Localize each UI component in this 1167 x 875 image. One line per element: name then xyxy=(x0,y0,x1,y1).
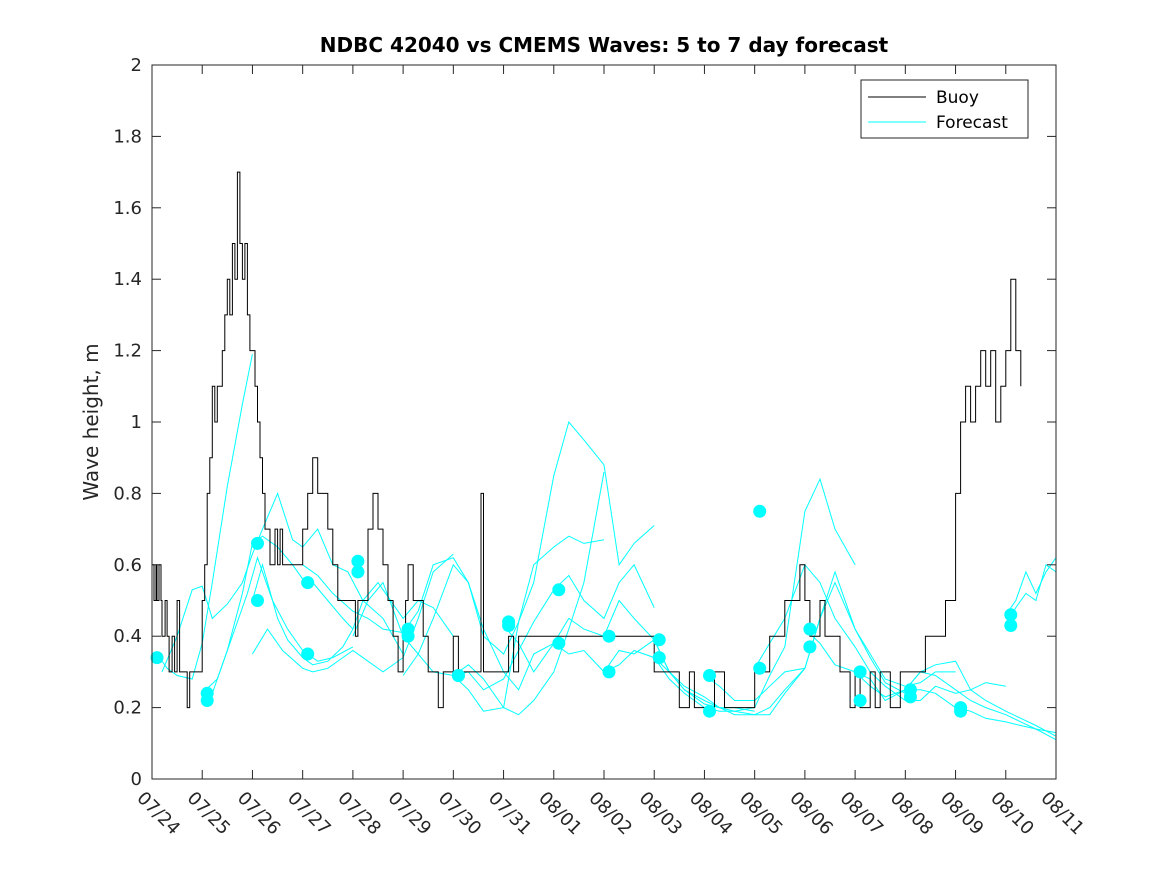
y-tick-label: 1.4 xyxy=(113,269,142,290)
forecast-marker xyxy=(150,651,164,665)
forecast-marker xyxy=(552,583,566,597)
forecast-marker xyxy=(200,694,214,707)
forecast-line xyxy=(251,553,454,673)
forecast-marker xyxy=(753,504,767,518)
forecast-marker xyxy=(451,669,465,682)
forecast-line xyxy=(503,599,755,712)
forecast-line xyxy=(804,628,1057,737)
forecast-line xyxy=(905,689,1057,734)
legend-box xyxy=(860,79,1029,139)
forecast-line xyxy=(854,671,1057,741)
forecast-line xyxy=(754,563,1006,701)
forecast-marker xyxy=(652,651,666,665)
forecast-marker xyxy=(703,704,716,718)
forecast-marker xyxy=(1004,619,1018,632)
forecast-marker xyxy=(602,665,616,679)
forecast-marker xyxy=(401,629,415,643)
y-tick-label: 1.6 xyxy=(113,198,142,219)
forecast-marker xyxy=(753,661,767,675)
y-tick-label: 2 xyxy=(131,55,142,76)
forecast-line xyxy=(161,491,404,673)
forecast-marker xyxy=(1004,608,1018,622)
forecast-marker xyxy=(251,536,264,550)
forecast-marker xyxy=(803,640,817,654)
forecast-line xyxy=(553,639,806,716)
forecast-marker xyxy=(351,565,365,579)
forecast-line xyxy=(302,557,555,691)
plot-area xyxy=(152,65,1056,779)
forecast-marker xyxy=(301,576,315,590)
forecast-marker xyxy=(552,636,566,650)
forecast-line xyxy=(251,562,454,666)
forecast-marker xyxy=(803,622,817,636)
y-tick-label: 0.8 xyxy=(113,483,142,504)
chart-title: NDBC 42040 vs CMEMS Waves: 5 to 7 day fo… xyxy=(320,33,889,57)
markers-layer xyxy=(150,504,1018,718)
forecast-marker xyxy=(351,554,365,568)
y-tick-label: 0.4 xyxy=(113,626,142,647)
forecast-marker xyxy=(853,665,867,679)
forecast-marker xyxy=(602,629,616,643)
forecast-marker xyxy=(853,694,867,707)
legend: Buoy Forecast xyxy=(860,79,1029,139)
y-tick-label: 1.2 xyxy=(113,341,142,362)
y-tick-label: 1.8 xyxy=(113,126,142,147)
y-tick-label: 0.2 xyxy=(113,698,142,719)
forecast-line xyxy=(402,420,655,676)
legend-forecast-label: Forecast xyxy=(936,113,1008,133)
forecast-line xyxy=(452,535,605,712)
y-tick-label: 1 xyxy=(131,412,142,433)
forecast-marker xyxy=(251,594,264,607)
legend-buoy-label: Buoy xyxy=(936,88,979,108)
forecast-marker xyxy=(502,619,516,632)
forecast-marker xyxy=(954,704,968,718)
forecast-marker xyxy=(703,669,716,682)
y-axis-label: Wave height, m xyxy=(79,343,103,500)
forecast-marker xyxy=(301,647,315,661)
y-tick-label: 0.6 xyxy=(113,555,142,576)
forecast-line xyxy=(1005,557,1057,616)
y-tick-label: 0 xyxy=(131,769,142,790)
forecast-marker xyxy=(903,690,917,704)
forecast-marker xyxy=(652,633,666,647)
